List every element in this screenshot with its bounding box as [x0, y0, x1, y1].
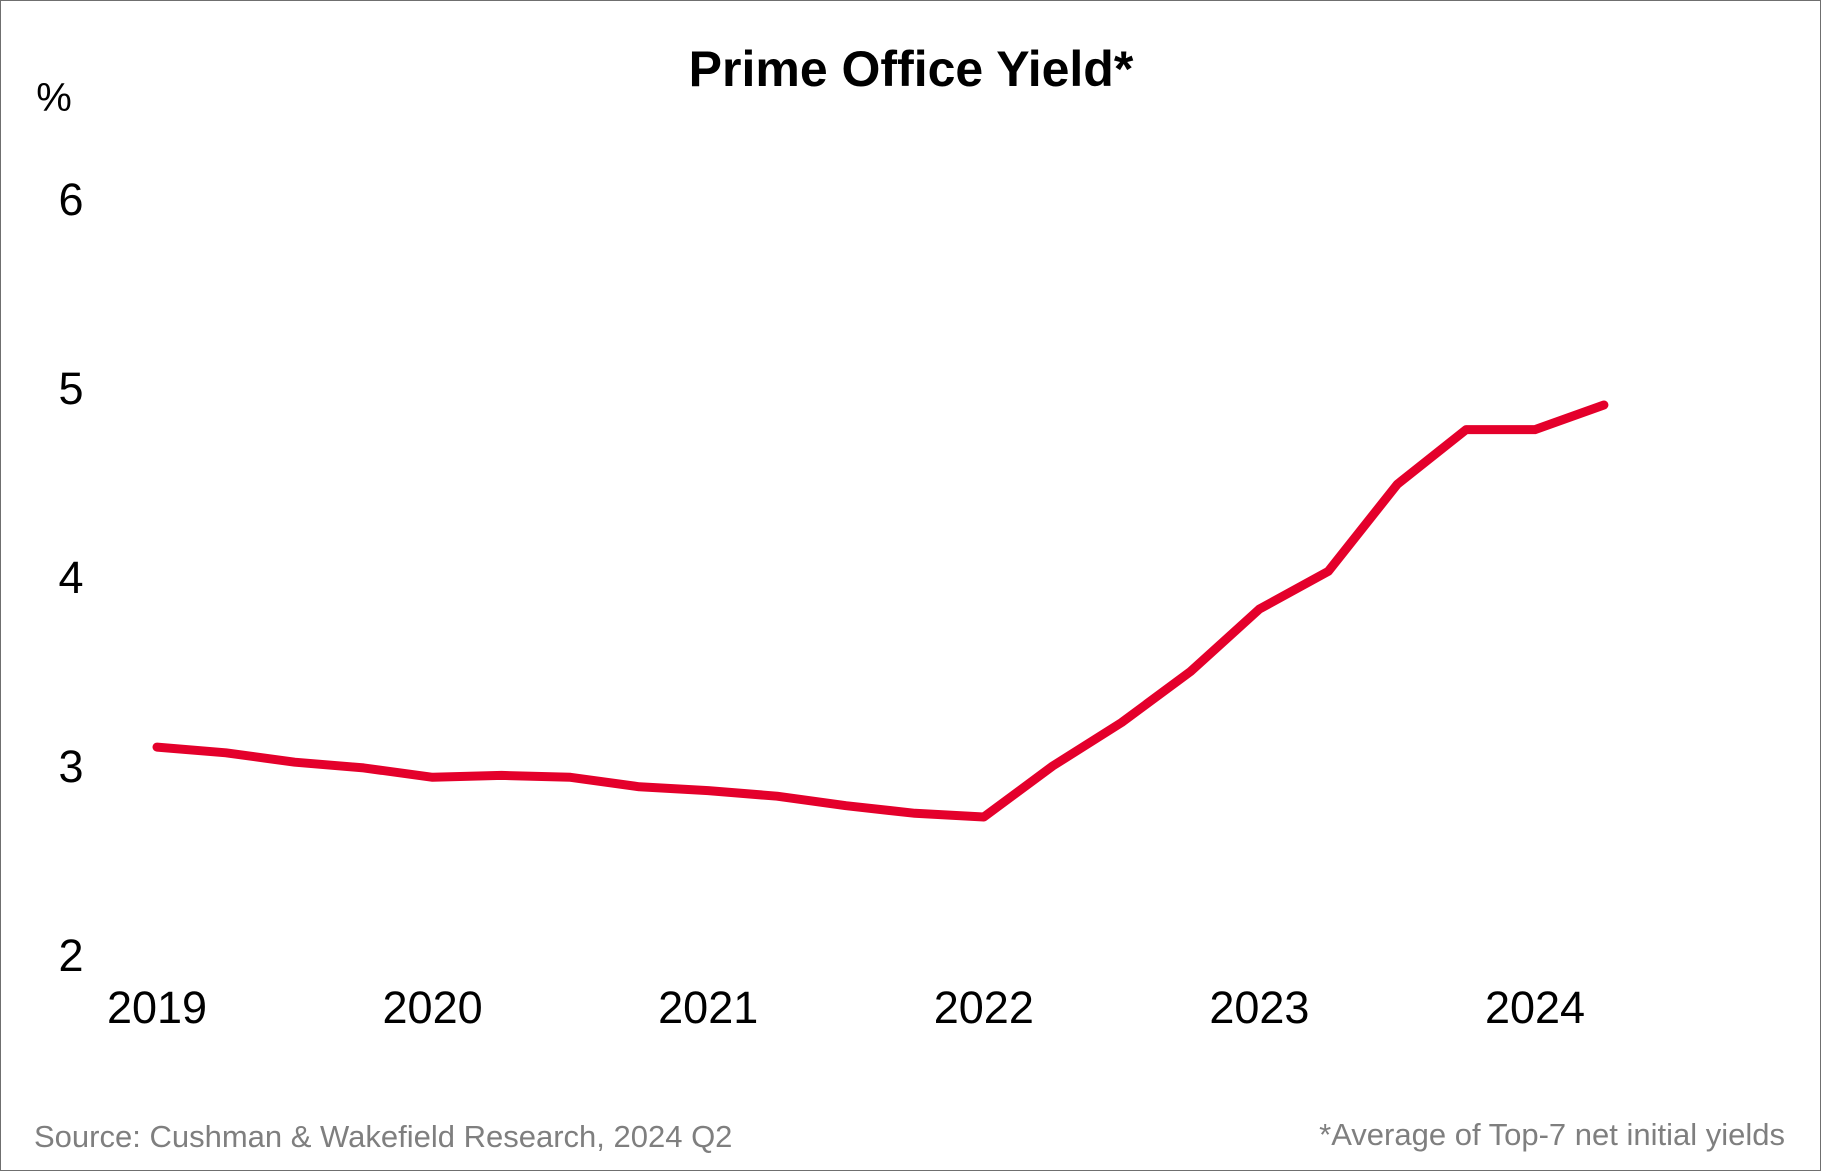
x-tick-label: 2020 [383, 982, 483, 1033]
x-tick-label: 2023 [1209, 982, 1309, 1033]
series-line-0 [152, 400, 1609, 822]
y-axis-ticks: 2 3 4 5 6 [58, 174, 83, 981]
x-tick-label: 2024 [1485, 982, 1585, 1033]
y-tick-label: 2 [58, 930, 83, 981]
x-tick-label: 2022 [934, 982, 1034, 1033]
y-axis-unit-label: % [36, 76, 72, 120]
x-tick-label: 2021 [658, 982, 758, 1033]
series-layer [152, 400, 1609, 822]
footnote: *Average of Top-7 net initial yields [1319, 1117, 1785, 1152]
chart-title: Prime Office Yield* [689, 41, 1134, 97]
y-tick-label: 5 [58, 363, 83, 414]
y-tick-label: 6 [58, 174, 83, 225]
y-tick-label: 3 [58, 741, 83, 792]
y-tick-label: 4 [58, 552, 83, 603]
source-note: Source: Cushman & Wakefield Research, 20… [34, 1119, 732, 1154]
x-axis-ticks: 2019 2020 2021 2022 2023 2024 [107, 982, 1585, 1033]
x-tick-label: 2019 [107, 982, 207, 1033]
